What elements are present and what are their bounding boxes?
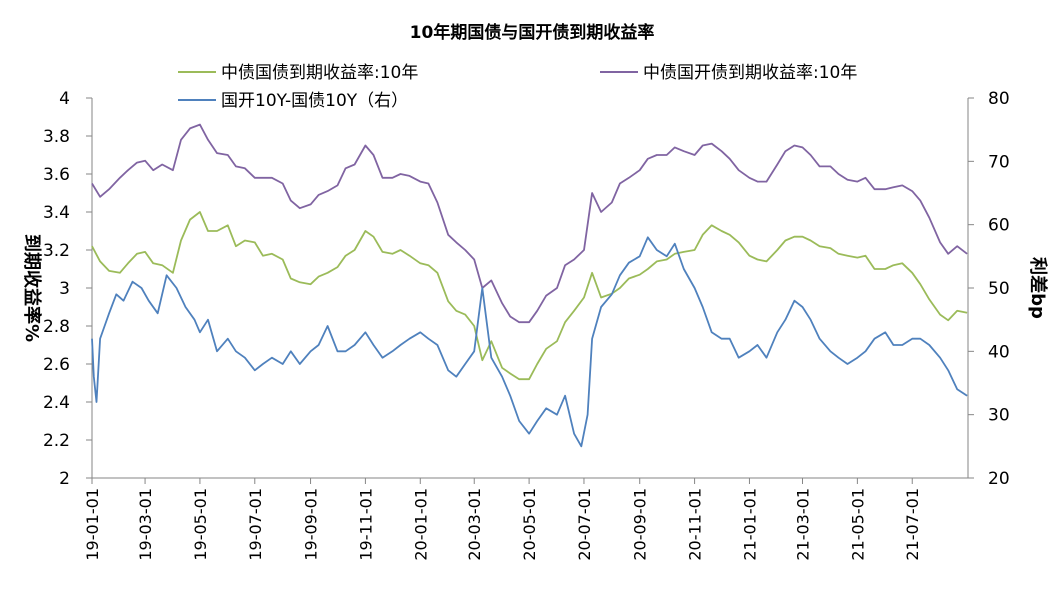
legend: 中债国债到期收益率:10年 中债国开债到期收益率:10年 国开10Y-国债10Y… [178, 63, 857, 111]
y-ticks-right: 20 30 40 50 60 70 80 [968, 89, 1010, 489]
plot-area [91, 123, 968, 448]
y-tick-left-label: 3 [59, 279, 70, 299]
y-tick-left-label: 2.2 [43, 431, 70, 451]
y-tick-right-label: 60 [988, 216, 1010, 236]
y-tick-left-label: 3.4 [43, 203, 70, 223]
y-axis-label-left: 到期收益率% [21, 234, 43, 342]
y-tick-right-label: 70 [988, 152, 1010, 172]
legend-label-cdb: 中债国开债到期收益率:10年 [643, 63, 857, 83]
x-tick-label: 19-03-01 [136, 488, 155, 561]
x-tick-label: 20-09-01 [631, 488, 650, 561]
y-tick-left-label: 2.4 [43, 393, 70, 413]
y-tick-left-label: 2.8 [43, 317, 70, 337]
x-tick-label: 19-07-01 [246, 488, 265, 561]
x-tick-label: 20-07-01 [575, 488, 594, 561]
legend-label-cgb: 中债国债到期收益率:10年 [221, 63, 418, 83]
y-axis-label-right: 利差bp [1027, 257, 1049, 319]
x-tick-label: 20-03-01 [465, 488, 484, 561]
y-tick-left-label: 2 [59, 469, 70, 489]
series-line-cgb-10y [91, 211, 968, 381]
x-tick-label: 20-11-01 [686, 488, 705, 561]
x-tick-label: 21-01-01 [740, 488, 759, 561]
series-line-cdb-10y [91, 123, 968, 324]
series-line-spread [91, 236, 968, 448]
x-tick-label: 21-03-01 [794, 488, 813, 561]
x-tick-label: 19-09-01 [302, 488, 321, 561]
y-tick-left-label: 3.6 [43, 165, 70, 185]
x-tick-label: 19-05-01 [191, 488, 210, 561]
y-tick-right-label: 50 [988, 279, 1010, 299]
y-tick-left-label: 2.6 [43, 355, 70, 375]
y-tick-right-label: 40 [988, 342, 1010, 362]
y-tick-left-label: 4 [59, 89, 70, 109]
y-ticks-left: 2 2.2 2.4 2.6 2.8 3 3.2 3.4 3.6 3.8 4 [43, 89, 92, 489]
y-tick-right-label: 30 [988, 406, 1010, 426]
y-tick-right-label: 20 [988, 469, 1010, 489]
y-tick-right-label: 80 [988, 89, 1010, 109]
x-tick-label: 21-07-01 [903, 488, 922, 561]
y-tick-left-label: 3.8 [43, 127, 70, 147]
x-tick-label: 19-11-01 [356, 488, 375, 561]
x-tick-label: 21-05-01 [848, 488, 867, 561]
x-ticks: 19-01-01 19-03-01 19-05-01 19-07-01 19-09-01… [83, 478, 922, 561]
y-tick-left-label: 3.2 [43, 241, 70, 261]
x-tick-label: 20-01-01 [411, 488, 430, 561]
x-tick-label: 19-01-01 [83, 488, 102, 561]
x-tick-label: 20-05-01 [520, 488, 539, 561]
legend-label-spread: 国开10Y-国债10Y（右） [221, 91, 408, 111]
chart-title: 10年期国债与国开债到期收益率 [410, 22, 655, 43]
